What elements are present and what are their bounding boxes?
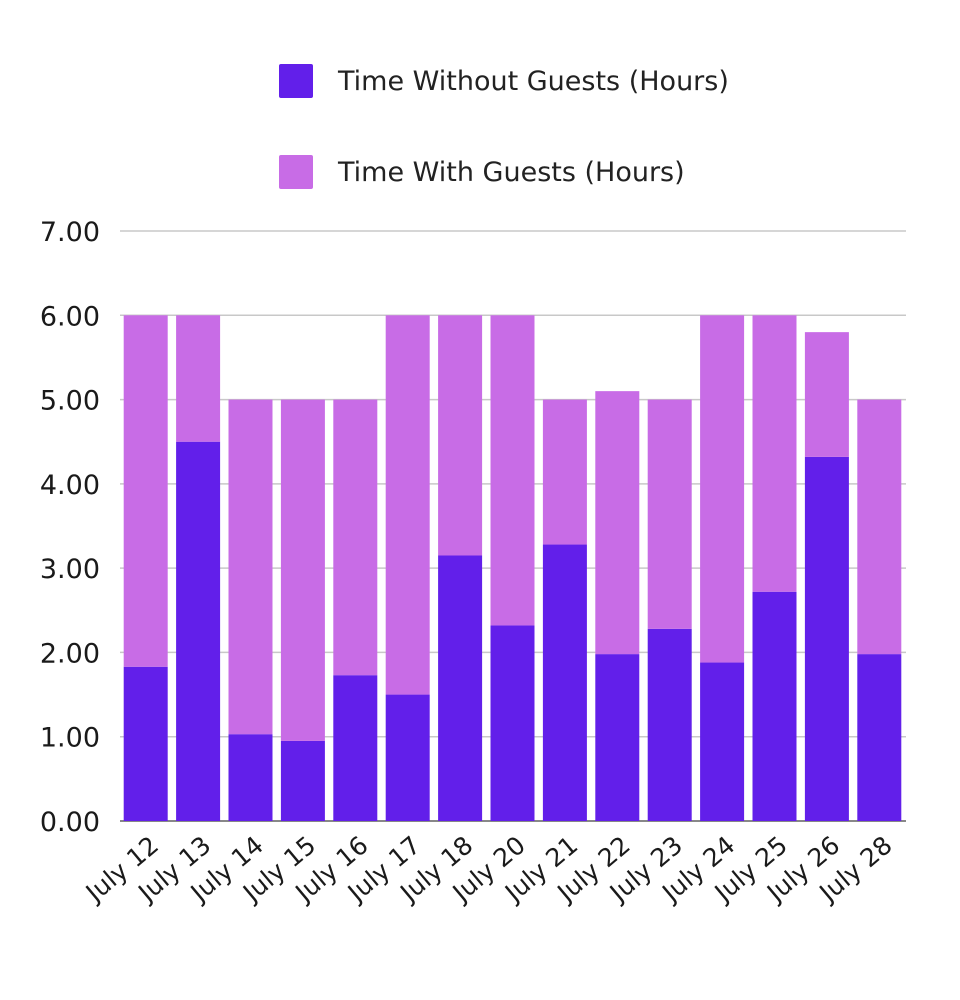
bar-segment-without-guests xyxy=(123,666,168,821)
bar-segment-without-guests xyxy=(490,625,535,821)
bar-segment-with-guests xyxy=(123,315,168,667)
legend-label-2: Time With Guests (Hours) xyxy=(337,157,685,188)
bar-segment-without-guests xyxy=(647,628,692,821)
bar-segment-with-guests xyxy=(804,332,849,457)
bar-segment-with-guests xyxy=(333,399,378,676)
bar-segment-without-guests xyxy=(228,734,273,821)
bar-segment-without-guests xyxy=(804,456,849,821)
bar-segment-without-guests xyxy=(385,694,430,821)
y-tick-label: 2.00 xyxy=(40,638,100,669)
y-tick-label: 4.00 xyxy=(40,470,100,501)
bar-segment-with-guests xyxy=(280,399,325,741)
legend-swatch-1 xyxy=(279,64,313,98)
y-tick-label: 6.00 xyxy=(40,301,100,332)
y-tick-label: 0.00 xyxy=(40,807,100,838)
bar-segment-with-guests xyxy=(385,315,430,695)
bar-segment-without-guests xyxy=(857,654,902,821)
bar-segment-with-guests xyxy=(228,399,273,735)
y-tick-label: 3.00 xyxy=(40,554,100,585)
bars xyxy=(123,315,902,821)
bar-segment-with-guests xyxy=(542,399,587,545)
bar-segment-with-guests xyxy=(595,391,640,655)
bar-segment-without-guests xyxy=(176,441,221,821)
y-axis-ticks: 0.00 1.00 2.00 3.00 4.00 5.00 6.00 7.00 xyxy=(40,217,100,838)
bar-segment-with-guests xyxy=(700,315,745,663)
bar-segment-without-guests xyxy=(542,544,587,821)
bar-segment-without-guests xyxy=(438,555,483,821)
bar-segment-with-guests xyxy=(490,315,535,626)
bar-segment-with-guests xyxy=(438,315,483,556)
bar-segment-without-guests xyxy=(333,675,378,821)
y-tick-label: 1.00 xyxy=(40,723,100,754)
legend: Time Without Guests (Hours) Time With Gue… xyxy=(279,64,729,189)
bar-segment-without-guests xyxy=(752,591,797,821)
legend-swatch-2 xyxy=(279,155,313,189)
bar-segment-with-guests xyxy=(857,399,902,655)
bar-segment-with-guests xyxy=(647,399,692,629)
bar-segment-with-guests xyxy=(176,315,221,442)
y-tick-label: 7.00 xyxy=(40,217,100,248)
bar-segment-without-guests xyxy=(700,662,745,821)
bar-segment-without-guests xyxy=(280,740,325,821)
legend-label-1: Time Without Guests (Hours) xyxy=(337,66,729,97)
bar-segment-with-guests xyxy=(752,315,797,592)
bar-segment-without-guests xyxy=(595,654,640,821)
y-tick-label: 5.00 xyxy=(40,386,100,417)
